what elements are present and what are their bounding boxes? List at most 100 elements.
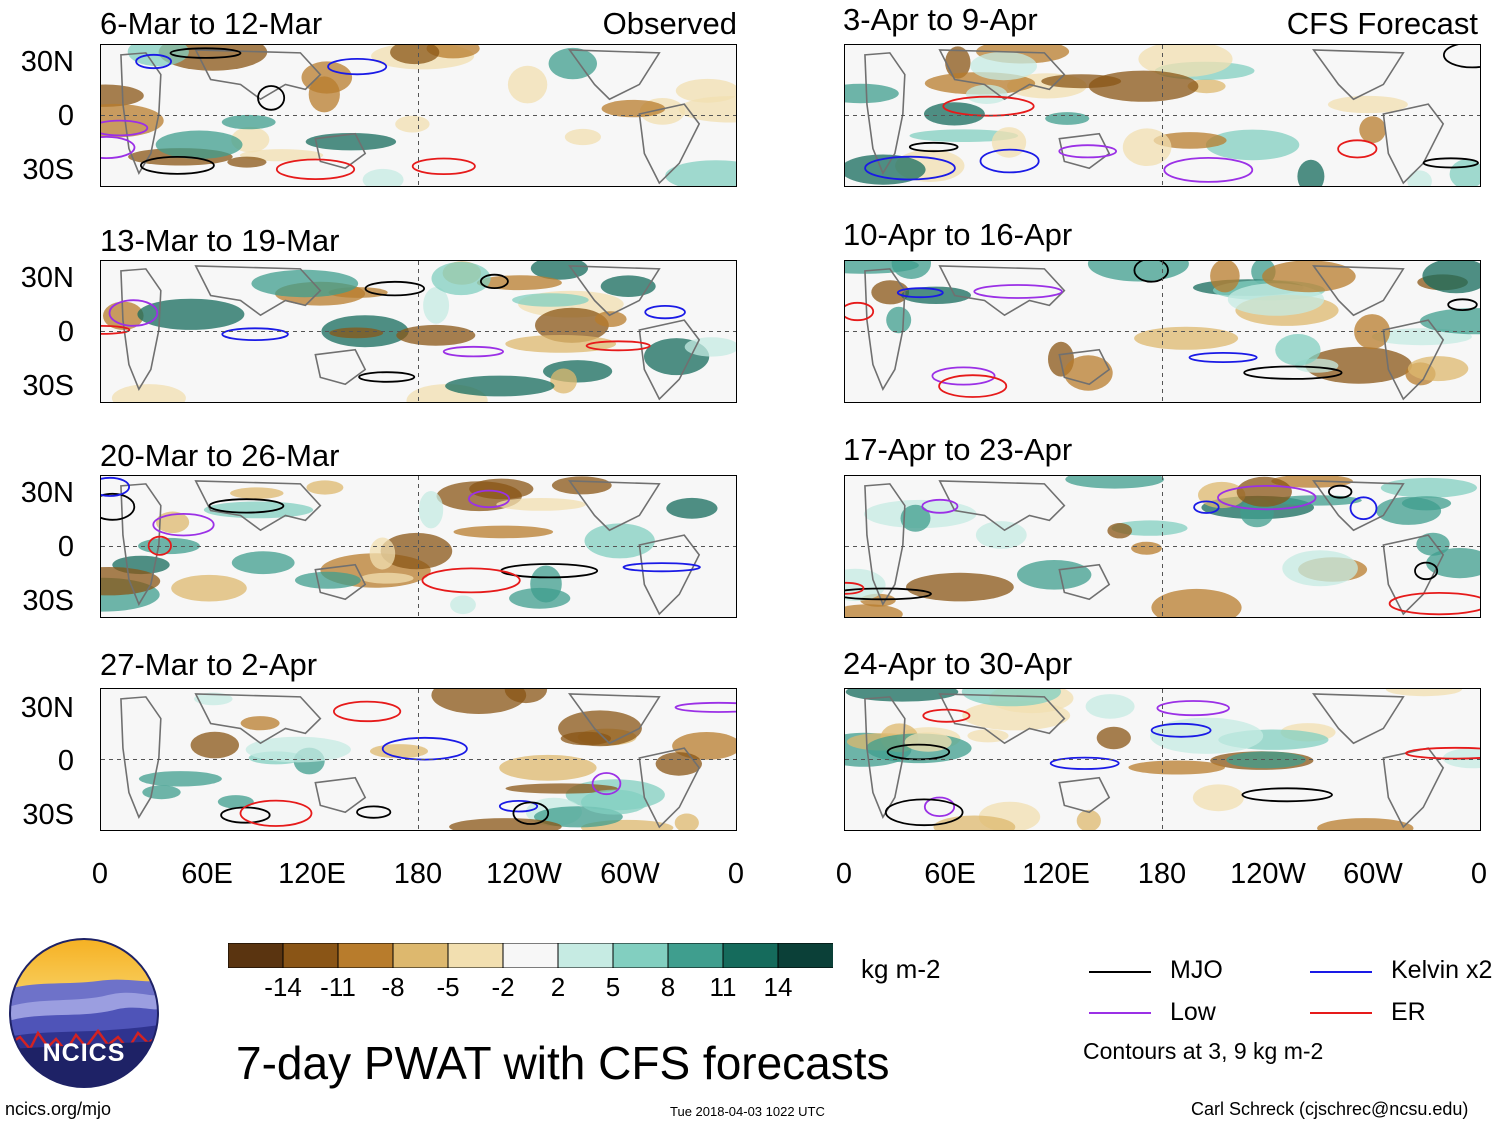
coastline [1058,348,1111,386]
wave-contour [845,587,932,601]
anomaly-blob [499,754,597,781]
colorbar-tick: -11 [320,972,356,1002]
wave-contour [921,498,959,514]
legend-line-mjo [1089,971,1151,973]
anomaly-blob [1416,532,1450,556]
wave-contour [275,158,356,181]
anomaly-blob [305,133,397,151]
colorbar-swatch [337,942,394,969]
coastline [864,696,906,819]
lat-label-eq: 0 [57,531,74,563]
colorbar-tick: 2 [550,972,566,1002]
anomaly-blob [1282,550,1358,587]
wave-contour [1337,139,1378,159]
coastline [120,696,162,819]
anomaly-blob [991,127,1027,158]
wave-contour [108,299,159,327]
anomaly-blob [1380,477,1477,498]
wave-contour [356,805,392,819]
anomaly-blob [370,744,428,759]
wave-contour [479,273,509,289]
panel-title: 27-Mar to 2-Apr [100,647,318,682]
lon-label: 60E [181,858,233,890]
map-panel [844,475,1481,618]
wave-contour [922,708,971,723]
anomaly-blob [1151,588,1242,617]
anomaly-blob [1017,560,1092,590]
anomaly-blob [961,689,1061,707]
anomaly-blob [1359,116,1386,144]
lon-label: 0 [91,858,109,890]
wave-contour [973,284,1063,299]
wave-contour [498,799,539,813]
anomaly-blob [906,572,1014,602]
wave-contour [1414,561,1439,581]
coastline [938,693,1066,745]
anomaly-blob [535,307,609,343]
anomaly-blob [564,128,601,146]
anomaly-blob [360,572,414,584]
main-title: 7-day PWAT with CFS forecasts [236,1037,890,1089]
anomaly-blob [505,783,618,794]
coastline [120,52,162,175]
lon-label: 180 [393,858,443,890]
anomaly-blob [1150,717,1264,754]
anomaly-blob [449,818,562,830]
map-graphic [845,689,1480,830]
anomaly-blob [231,551,295,575]
wave-contour [1349,496,1378,521]
wave-contour [864,155,956,181]
anomaly-blob [155,130,243,159]
map-graphic [845,261,1480,402]
anomaly-blob [390,45,440,65]
wave-contour [1422,157,1479,169]
wave-contour [942,95,1035,117]
anomaly-blob [886,306,912,334]
coastline [314,132,367,170]
wave-contour [101,119,149,137]
wave-contour [938,374,1008,398]
anomaly-blob [666,497,718,519]
footer-timestamp: Tue 2018-04-03 1022 UTC [670,1104,825,1119]
coastline [194,49,322,101]
anomaly-blob [1407,170,1432,186]
map-panel [844,688,1481,831]
anomaly-blob [431,261,491,296]
lat-label-30s: 30S [22,799,74,831]
coastline [314,563,367,601]
wave-contour [1328,484,1353,499]
anomaly-blob [1271,476,1353,488]
panel-title: 20-Mar to 26-Mar [100,438,340,473]
wave-contour [591,772,622,796]
coastline [120,483,162,606]
lon-label: 120W [486,858,562,890]
wave-contour [674,701,736,713]
anomaly-blob [418,491,444,529]
footer-url[interactable]: ncics.org/mjo [5,1099,112,1119]
wave-contour [979,148,1040,174]
wave-contour [411,157,476,176]
wave-contour [923,796,956,818]
anomaly-blob [380,532,453,570]
anomaly-blob [1138,45,1233,77]
wave-contour [1133,261,1169,283]
lat-label-eq: 0 [57,316,74,348]
wave-contour [622,562,701,573]
wave-contour [147,535,172,556]
anomaly-blob [504,689,548,704]
anomaly-blob [512,293,589,307]
coastline [568,49,661,101]
wave-contour [1193,500,1220,514]
anomaly-blob [1297,159,1325,186]
coastline [120,268,162,391]
wave-contour [1058,144,1118,159]
wave-contour [101,136,136,159]
wave-contour [364,280,425,297]
anomaly-blob [970,51,1037,81]
anomaly-blob [845,604,903,617]
map-graphic [845,476,1480,617]
colorbar-tick: -8 [381,972,405,1002]
wave-contour [1150,722,1212,738]
anomaly-blob [1210,261,1240,293]
map-panel [100,44,737,187]
